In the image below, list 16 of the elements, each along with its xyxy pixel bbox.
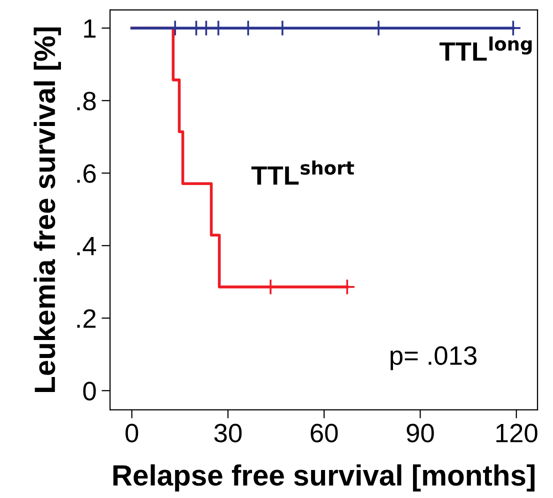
y-tick-label: .2	[77, 309, 96, 328]
annotation: p= .013	[390, 346, 477, 370]
y-tick-label: .6	[77, 164, 96, 183]
series-label: TTL$^{short}$	[251, 160, 354, 185]
y-tick-label: 1	[84, 19, 96, 38]
series-label: TTL$^{long}$	[439, 36, 532, 61]
y-axis-title: Leukemia free survival [%]	[34, 28, 61, 392]
y-tick-label: 0	[83, 382, 96, 400]
x-tick-label: 0	[126, 424, 138, 442]
y-tick-label: .8	[77, 92, 96, 110]
x-axis-title: Relapse free survival [months]	[113, 464, 534, 492]
x-tick-label: 90	[406, 424, 434, 442]
x-tick-label: 120	[496, 424, 538, 442]
x-tick-label: 30	[214, 424, 242, 442]
x-tick-label: 60	[310, 424, 338, 442]
y-tick-label: .4	[77, 237, 96, 256]
